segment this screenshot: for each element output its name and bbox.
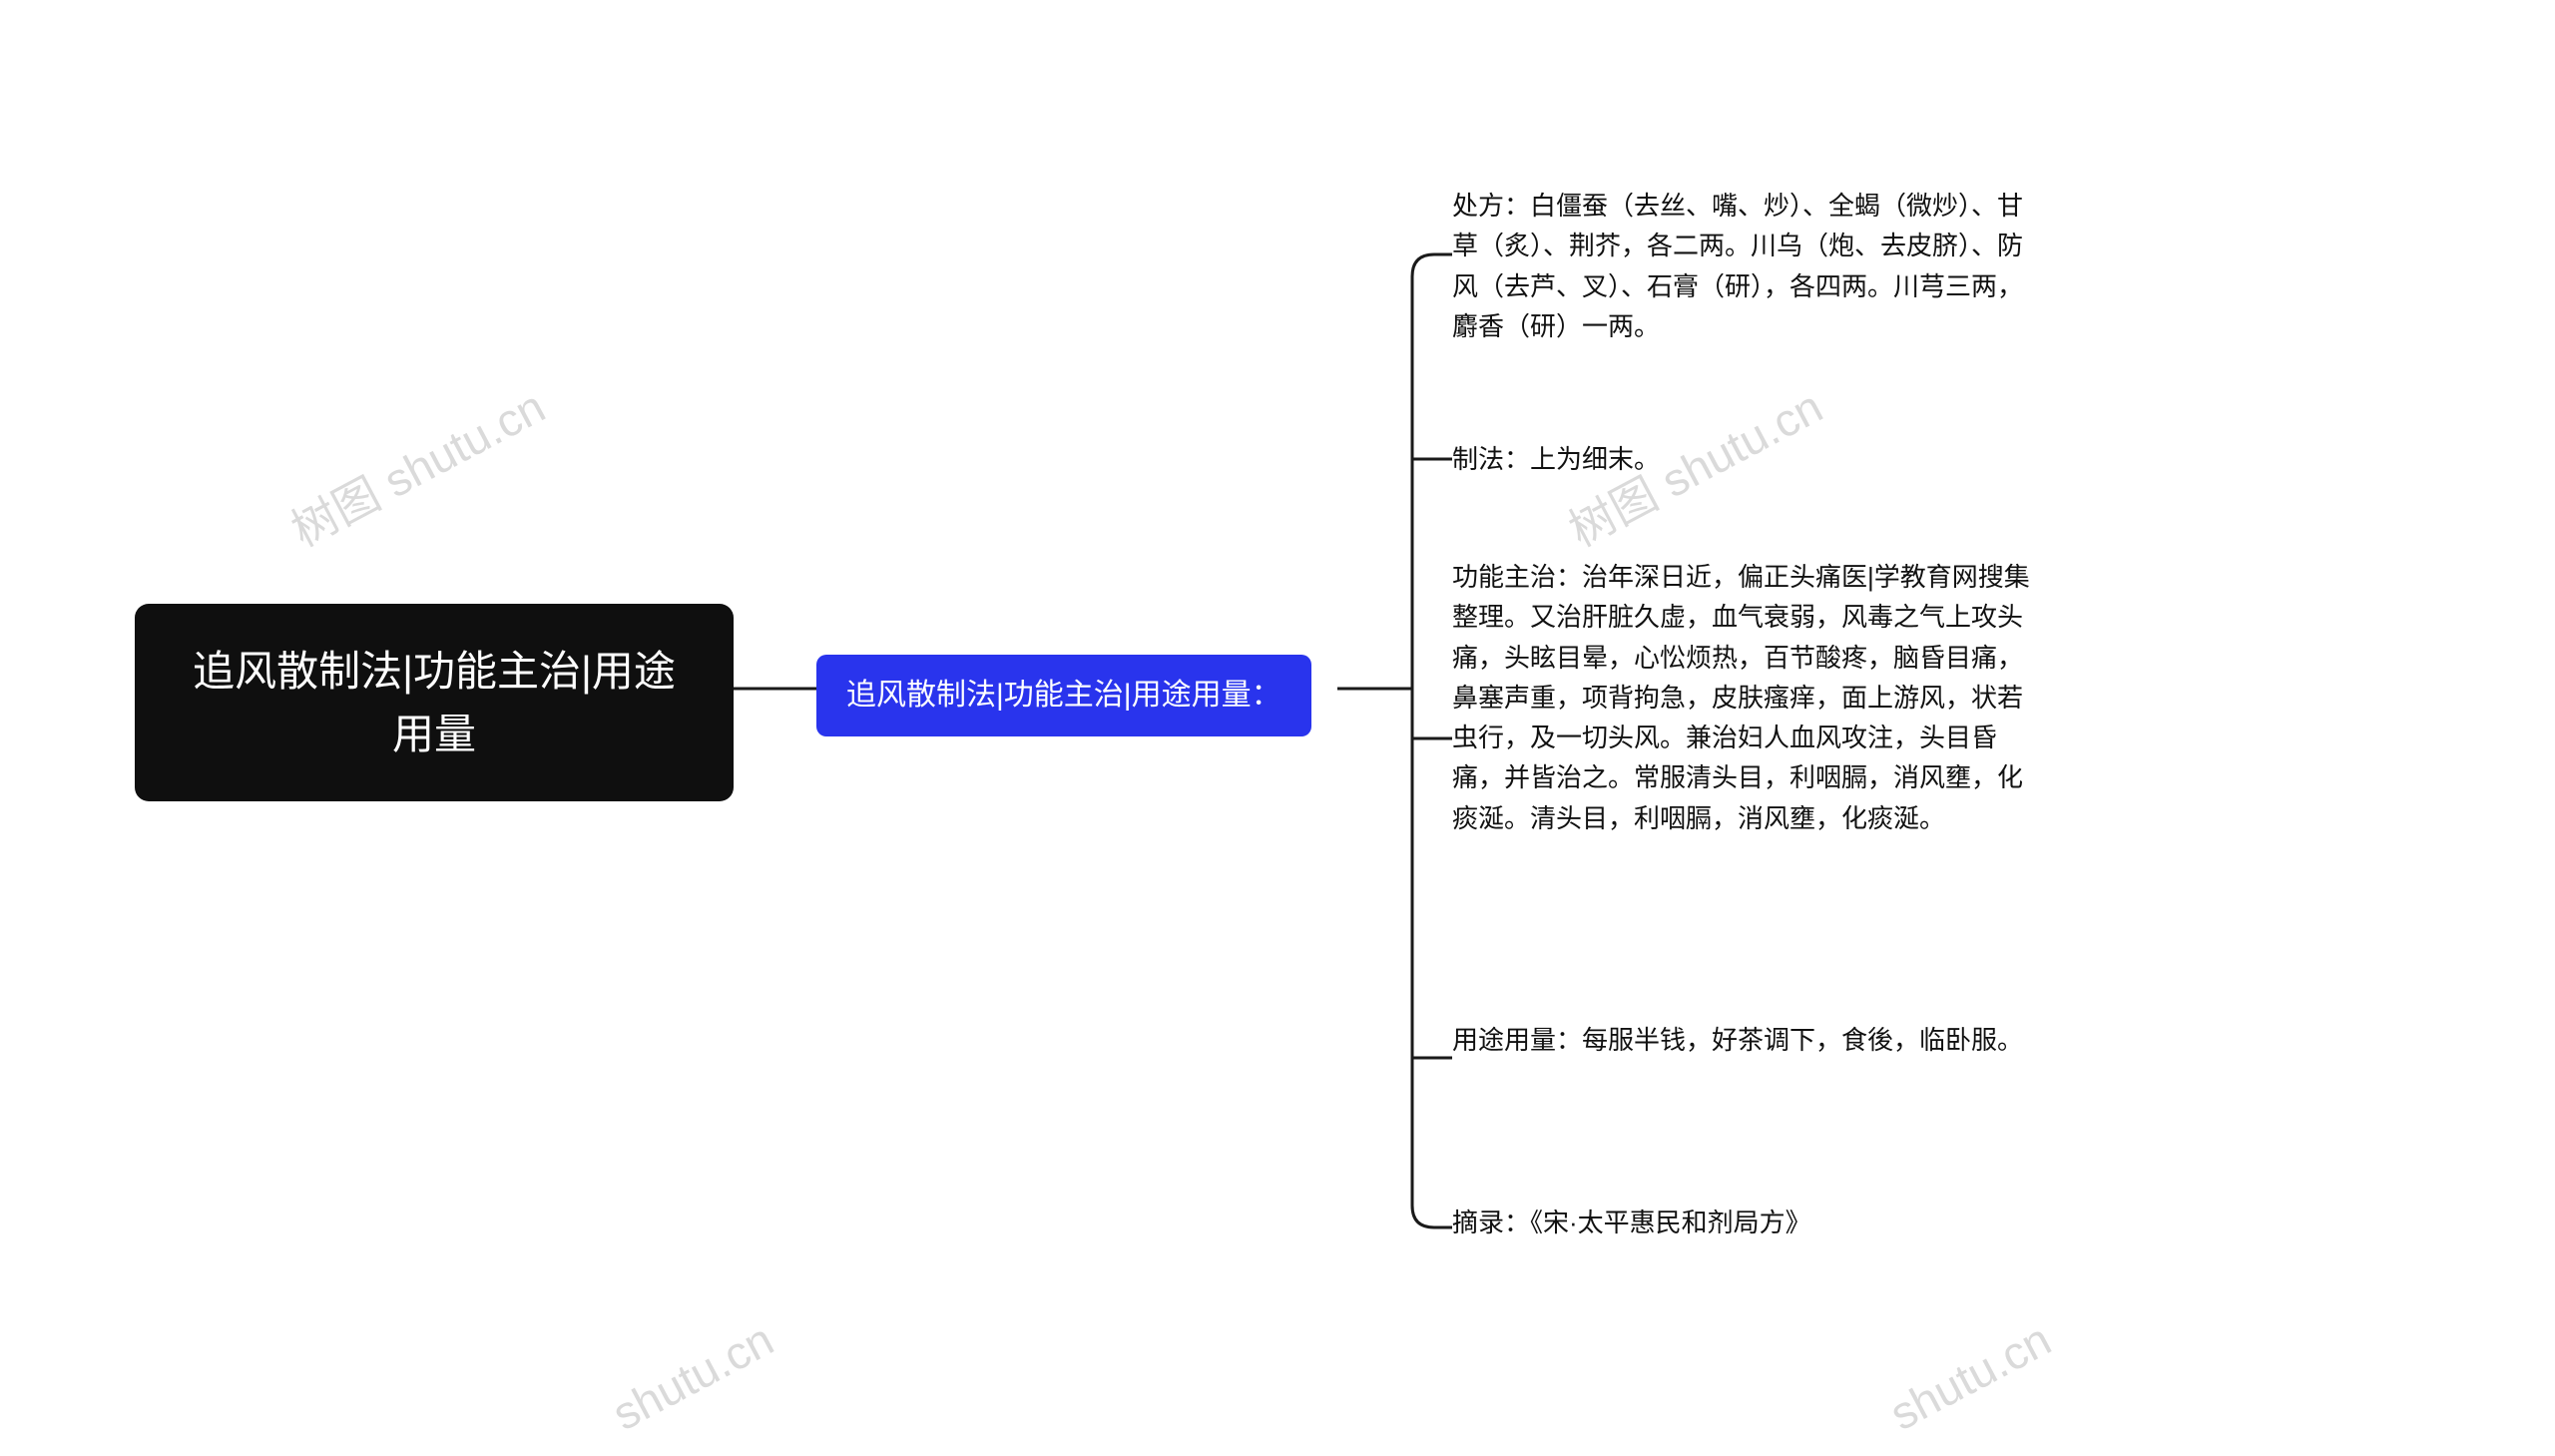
watermark: shutu.cn bbox=[1881, 1312, 2060, 1441]
leaf-text: 摘录：《宋·太平惠民和剂局方》 bbox=[1452, 1208, 1811, 1237]
root-node-label: 追风散制法|功能主治|用途用量 bbox=[193, 648, 676, 757]
leaf-prescription[interactable]: 处方：白僵蚕（去丝、嘴、炒）、全蝎（微炒）、甘草（炙）、荆芥，各二两。川乌（炮、… bbox=[1452, 186, 2041, 346]
sub-node-label: 追风散制法|功能主治|用途用量： bbox=[846, 679, 1281, 712]
leaf-indications[interactable]: 功能主治：治年深日近，偏正头痛医|学教育网搜集整理。又治肝脏久虚，血气衰弱，风毒… bbox=[1452, 557, 2041, 838]
leaf-text: 处方：白僵蚕（去丝、嘴、炒）、全蝎（微炒）、甘草（炙）、荆芥，各二两。川乌（炮、… bbox=[1452, 191, 2023, 341]
leaf-preparation[interactable]: 制法：上为细末。 bbox=[1452, 439, 2041, 479]
leaf-text: 用途用量：每服半钱，好茶调下，食後，临卧服。 bbox=[1452, 1025, 2023, 1055]
leaf-source[interactable]: 摘录：《宋·太平惠民和剂局方》 bbox=[1452, 1203, 2041, 1242]
watermark: shutu.cn bbox=[604, 1312, 782, 1441]
mindmap-canvas: 树图 shutu.cn 树图 shutu.cn shutu.cn shutu.c… bbox=[0, 0, 2555, 1456]
root-node[interactable]: 追风散制法|功能主治|用途用量 bbox=[135, 604, 734, 801]
leaf-text: 制法：上为细末。 bbox=[1452, 444, 1660, 474]
leaf-text: 功能主治：治年深日近，偏正头痛医|学教育网搜集整理。又治肝脏久虚，血气衰弱，风毒… bbox=[1452, 562, 2030, 833]
watermark: 树图 shutu.cn bbox=[278, 371, 555, 560]
sub-node[interactable]: 追风散制法|功能主治|用途用量： bbox=[816, 655, 1311, 736]
leaf-dosage[interactable]: 用途用量：每服半钱，好茶调下，食後，临卧服。 bbox=[1452, 1020, 2041, 1060]
